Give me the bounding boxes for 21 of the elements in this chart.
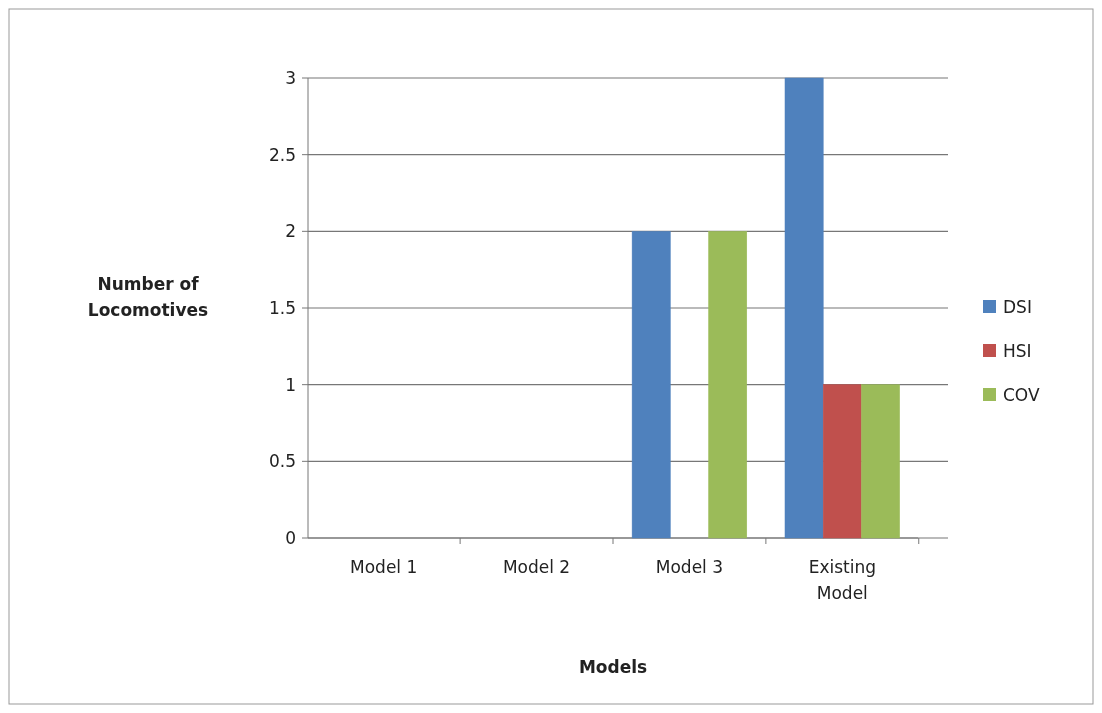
- legend-label: COV: [1003, 384, 1040, 405]
- y-tick-label: 1.5: [268, 297, 296, 318]
- bar: [822, 384, 862, 539]
- y-tick-label: 2: [285, 221, 296, 242]
- bar: [861, 384, 900, 539]
- legend-label: DSI: [1003, 296, 1032, 317]
- x-tick-label: Model 3: [655, 557, 724, 577]
- y-axis-title: Number of Locomotives: [87, 274, 209, 320]
- bar: [784, 77, 824, 539]
- y-tick-label: 3: [285, 67, 296, 88]
- x-tick-label: Existing Model: [808, 557, 876, 603]
- y-tick-label: 0.5: [268, 451, 296, 472]
- x-tick-label: Model 2: [502, 557, 571, 577]
- x-axis-title: Models: [578, 657, 648, 677]
- bar: [708, 231, 748, 539]
- x-tick-label: Model 1: [350, 557, 418, 577]
- y-tick-label: 1: [285, 374, 296, 395]
- bar: [631, 231, 671, 539]
- y-tick-label: 0: [285, 527, 296, 548]
- y-tick-label: 2.5: [268, 144, 296, 165]
- legend-label: HSI: [1003, 340, 1032, 361]
